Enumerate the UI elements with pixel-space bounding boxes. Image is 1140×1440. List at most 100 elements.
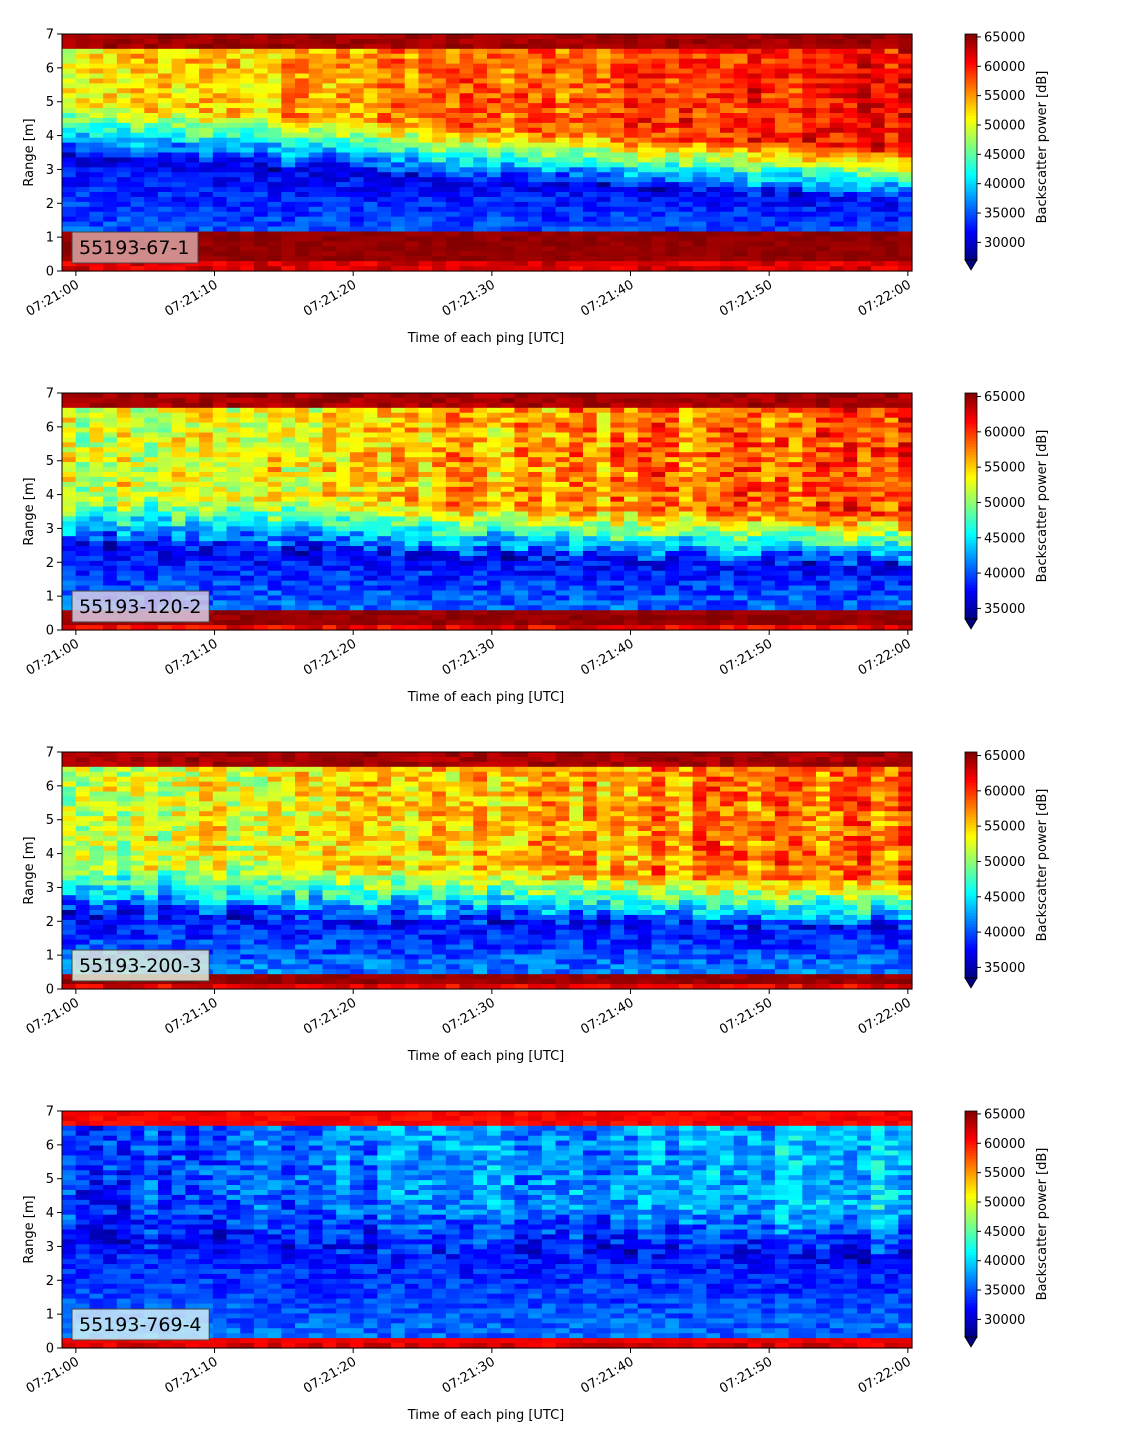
heatmap-cell: [89, 403, 103, 409]
heatmap-cell: [254, 78, 268, 84]
heatmap-cell: [103, 467, 117, 473]
heatmap-cell: [446, 39, 460, 45]
heatmap-cell: [638, 143, 652, 149]
heatmap-cell: [240, 177, 254, 183]
heatmap-cell: [871, 256, 885, 262]
heatmap-cell: [569, 531, 583, 537]
heatmap-cell: [76, 497, 90, 503]
heatmap-cell: [501, 148, 515, 154]
heatmap-cell: [693, 153, 707, 159]
heatmap-cell: [322, 600, 336, 606]
heatmap-cell: [336, 217, 350, 223]
heatmap-cell: [364, 78, 378, 84]
heatmap-cell: [830, 251, 844, 257]
heatmap-cell: [295, 74, 309, 80]
heatmap-cell: [117, 413, 131, 419]
heatmap-cell: [473, 128, 487, 134]
heatmap-cell: [213, 261, 227, 267]
heatmap-cell: [254, 64, 268, 70]
heatmap-cell: [76, 482, 90, 488]
heatmap-cell: [227, 261, 241, 267]
heatmap-cell: [583, 143, 597, 149]
heatmap-cell: [322, 153, 336, 159]
heatmap-cell: [89, 556, 103, 562]
heatmap-cell: [418, 64, 432, 70]
heatmap-cell: [487, 261, 501, 267]
heatmap-cell: [857, 236, 871, 242]
heatmap-cell: [501, 571, 515, 577]
heatmap-cell: [583, 462, 597, 468]
heatmap-cell: [706, 153, 720, 159]
heatmap-cell: [432, 442, 446, 448]
heatmap-cell: [734, 143, 748, 149]
heatmap-cell: [322, 437, 336, 443]
heatmap-cell: [432, 153, 446, 159]
heatmap-cell: [158, 148, 172, 154]
heatmap-cell: [761, 202, 775, 208]
heatmap-cell: [309, 437, 323, 443]
heatmap-cell: [473, 207, 487, 213]
heatmap-cell: [281, 246, 295, 252]
heatmap-cell: [295, 403, 309, 409]
heatmap-cell: [377, 246, 391, 252]
heatmap-cell: [227, 452, 241, 458]
heatmap-cell: [89, 487, 103, 493]
heatmap-cell: [830, 217, 844, 223]
heatmap-cell: [240, 167, 254, 173]
heatmap-cell: [542, 167, 556, 173]
heatmap-cell: [185, 423, 199, 429]
heatmap-cell: [542, 502, 556, 508]
heatmap-cell: [76, 202, 90, 208]
heatmap-cell: [377, 217, 391, 223]
heatmap-cell: [62, 98, 76, 104]
heatmap-cell: [131, 153, 145, 159]
heatmap-cell: [131, 78, 145, 84]
heatmap-cell: [62, 44, 76, 50]
heatmap-cell: [131, 93, 145, 99]
heatmap-cell: [583, 620, 597, 626]
heatmap-cell: [501, 437, 515, 443]
heatmap-cell: [528, 467, 542, 473]
heatmap-cell: [158, 123, 172, 129]
heatmap-cell: [62, 551, 76, 557]
heatmap-cell: [391, 477, 405, 483]
heatmap-cell: [432, 148, 446, 154]
heatmap-cell: [213, 88, 227, 94]
heatmap-cell: [268, 516, 282, 522]
heatmap-cell: [213, 467, 227, 473]
heatmap-cell: [432, 98, 446, 104]
heatmap-cell: [117, 487, 131, 493]
heatmap-cell: [487, 610, 501, 616]
heatmap-cell: [720, 128, 734, 134]
heatmap-cell: [240, 600, 254, 606]
heatmap-cell: [131, 98, 145, 104]
heatmap-cell: [254, 502, 268, 508]
heatmap-cell: [747, 118, 761, 124]
heatmap-cell: [76, 398, 90, 404]
heatmap-cell: [528, 108, 542, 114]
heatmap-cell: [460, 227, 474, 233]
heatmap-cell: [446, 605, 460, 611]
heatmap-cell: [857, 212, 871, 218]
heatmap-cell: [377, 172, 391, 178]
heatmap-cell: [322, 477, 336, 483]
heatmap-cell: [432, 88, 446, 94]
heatmap-cell: [693, 217, 707, 223]
heatmap-cell: [158, 526, 172, 532]
heatmap-cell: [350, 241, 364, 247]
heatmap-cell: [528, 128, 542, 134]
heatmap-cell: [542, 457, 556, 463]
heatmap-cell: [377, 64, 391, 70]
heatmap-cell: [144, 581, 158, 587]
heatmap-cell: [528, 437, 542, 443]
heatmap-cell: [418, 477, 432, 483]
heatmap-cell: [281, 487, 295, 493]
heatmap-cell: [377, 93, 391, 99]
heatmap-cell: [350, 398, 364, 404]
heatmap-cell: [487, 403, 501, 409]
heatmap-cell: [350, 217, 364, 223]
heatmap-cell: [268, 408, 282, 414]
heatmap-cell: [761, 207, 775, 213]
heatmap-cell: [295, 232, 309, 238]
